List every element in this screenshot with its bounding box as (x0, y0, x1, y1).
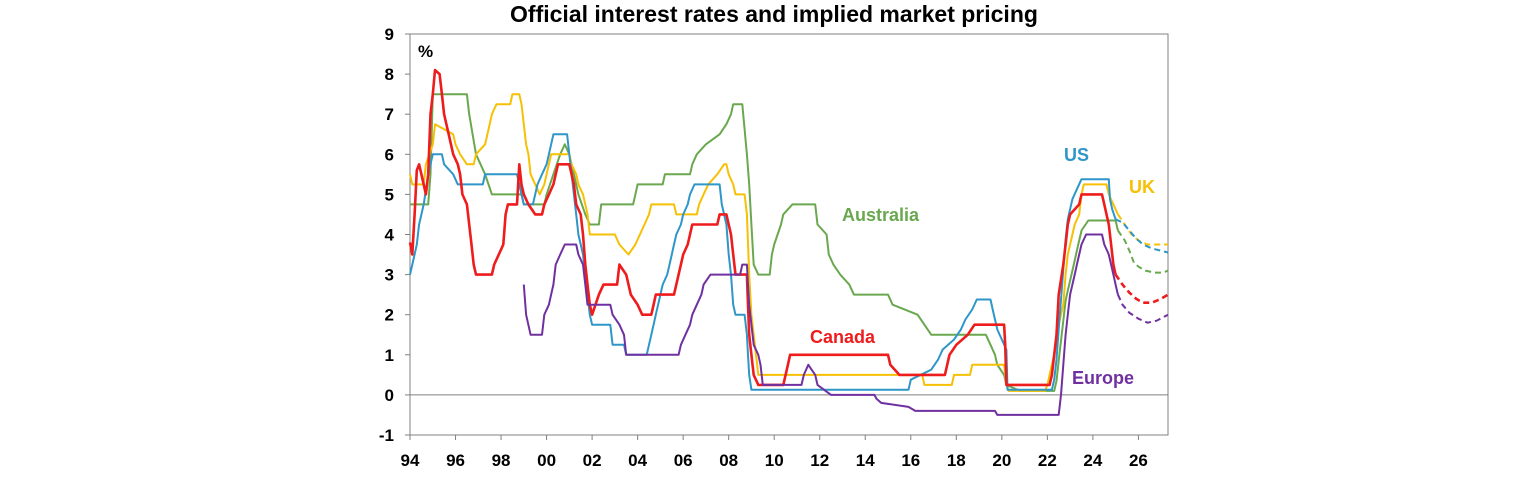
uk-label: UK (1129, 177, 1155, 197)
y-axis: 9 8 7 6 5 4 3 2 1 0 -1 (379, 25, 1168, 445)
canada-pricing-line (1114, 273, 1169, 304)
europe-series-line (522, 233, 1119, 416)
x-tick-label: 24 (1083, 451, 1102, 470)
y-tick-label: -1 (379, 426, 394, 445)
x-tick-label: 22 (1038, 451, 1057, 470)
y-tick-label: 2 (385, 306, 394, 325)
x-tick-label: 12 (810, 451, 829, 470)
us-series-line (409, 133, 1117, 391)
us-label: US (1064, 145, 1089, 165)
x-tick-label: 14 (856, 451, 875, 470)
australia-series-line (410, 93, 1119, 392)
x-tick-label: 96 (446, 451, 465, 470)
canada-series-line (408, 68, 1117, 387)
x-tick-label: 08 (719, 451, 738, 470)
x-tick-label: 16 (901, 451, 920, 470)
y-tick-label: 4 (385, 226, 395, 245)
y-tick-label: 6 (385, 145, 394, 164)
x-tick-label: 10 (765, 451, 784, 470)
x-tick-label: 20 (992, 451, 1011, 470)
chart-title: Official interest rates and implied mark… (510, 1, 1038, 27)
y-tick-label: 7 (385, 105, 394, 124)
x-tick-label: 02 (583, 451, 602, 470)
europe-pricing-line (1116, 294, 1169, 324)
uk-series-line (409, 93, 1119, 392)
x-axis: 94 96 98 00 02 04 06 08 10 12 14 16 18 20 22 24 26 (401, 435, 1148, 470)
x-tick-label: 06 (674, 451, 693, 470)
australia-pricing-line (1117, 229, 1169, 274)
x-tick-label: 04 (628, 451, 647, 470)
y-tick-label: 3 (385, 266, 394, 285)
uk-pricing-line (1117, 213, 1168, 246)
x-tick-label: 00 (537, 451, 556, 470)
series-labels: Australia UK US Canada Europe (810, 145, 1155, 388)
europe-label: Europe (1072, 368, 1134, 388)
y-tick-label: 9 (385, 25, 394, 44)
y-tick-label: 8 (385, 65, 394, 84)
canada-label: Canada (810, 327, 876, 347)
series-lines (408, 68, 1169, 416)
y-tick-label: 5 (385, 185, 394, 204)
australia-label: Australia (842, 205, 920, 225)
x-tick-label: 94 (401, 451, 420, 470)
y-axis-unit: % (418, 42, 433, 61)
x-tick-label: 26 (1129, 451, 1148, 470)
x-tick-label: 18 (947, 451, 966, 470)
y-tick-label: 1 (385, 346, 394, 365)
y-tick-label: 0 (385, 386, 394, 405)
x-tick-label: 98 (492, 451, 511, 470)
